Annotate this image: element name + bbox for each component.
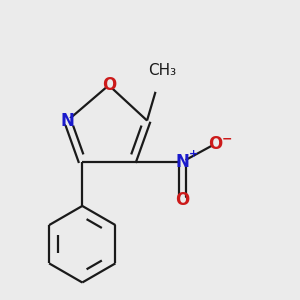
Text: −: − xyxy=(222,132,232,145)
Text: O: O xyxy=(175,191,190,209)
Text: +: + xyxy=(189,148,198,158)
Text: CH₃: CH₃ xyxy=(148,63,176,78)
Text: N: N xyxy=(61,112,74,130)
Text: O: O xyxy=(208,135,222,153)
Text: O: O xyxy=(102,76,116,94)
Text: N: N xyxy=(176,153,189,171)
